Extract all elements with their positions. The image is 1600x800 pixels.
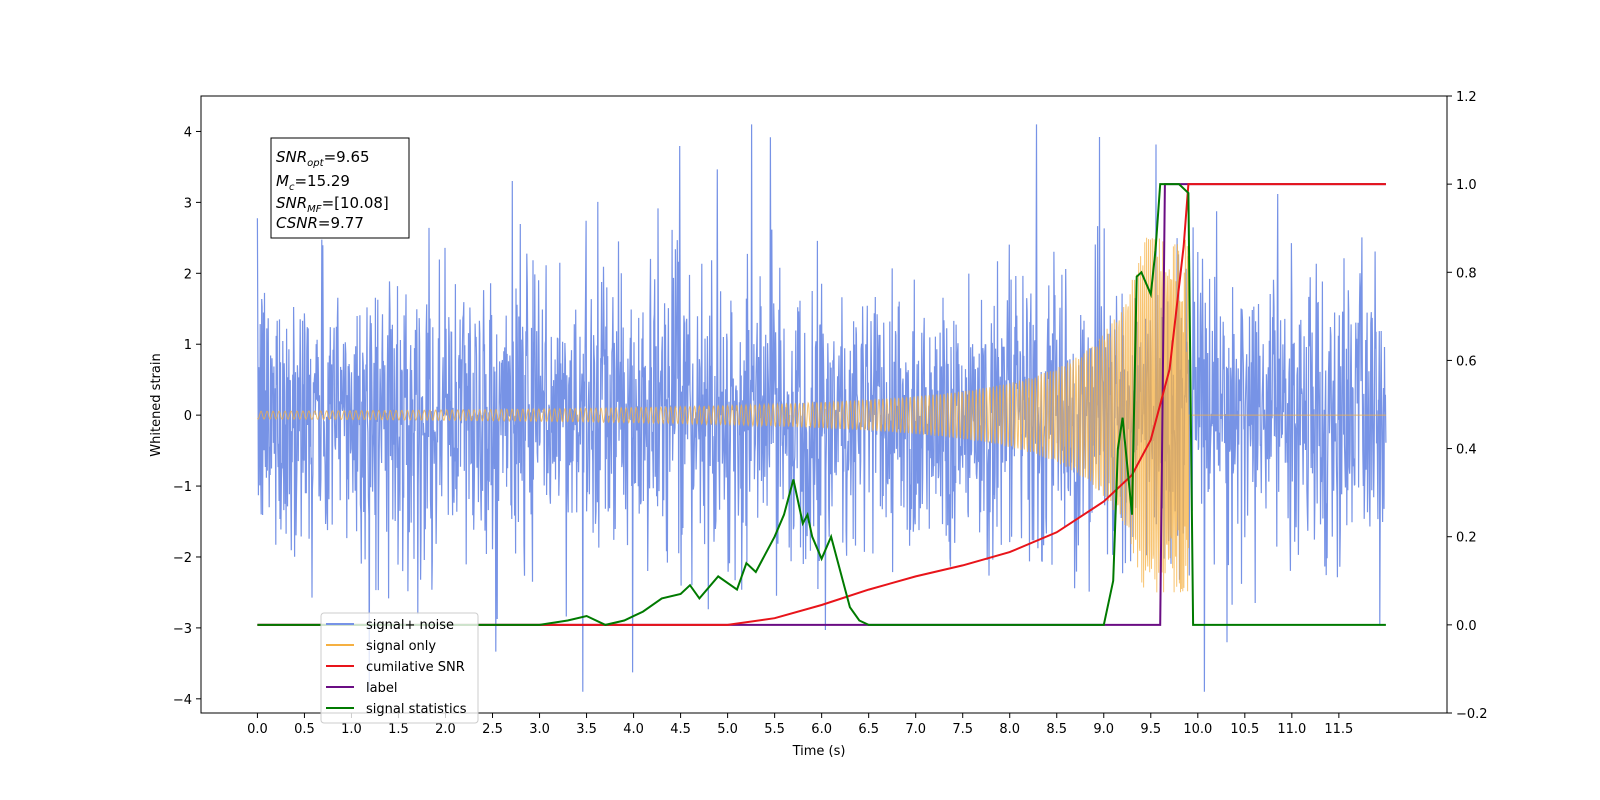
y2-tick-label: 0.4 [1456, 443, 1477, 458]
x-tick-label: 10.5 [1230, 722, 1259, 737]
x-axis: 0.0 0.5 1.0 1.5 2.0 2.5 3.0 3.5 4.0 4.5 5.0 5.5 6.0 6… [247, 713, 1353, 737]
y2-tick-label: 0.6 [1456, 354, 1477, 369]
x-tick-label: 1.0 [341, 722, 362, 737]
y-tick-label: 1 [184, 338, 192, 353]
x-tick-label: 4.0 [623, 722, 644, 737]
y-axis-left: −4 −3 −2 −1 0 1 2 3 4 [173, 125, 201, 708]
y-tick-label: −2 [173, 551, 192, 566]
annotation-snr-opt: SNRopt=9.65 [276, 148, 370, 169]
x-tick-label: 2.0 [435, 722, 456, 737]
y2-tick-label: 1.2 [1456, 90, 1477, 105]
legend-label: signal only [366, 639, 436, 654]
legend: signal+ noise signal only cumilative SNR la… [320, 612, 479, 724]
y-axis-right: −0.2 0.0 0.2 0.4 0.6 0.8 1.0 1.2 [1447, 90, 1488, 722]
series-cumulative-snr [257, 183, 1386, 626]
y2-tick-label: 0.2 [1456, 531, 1477, 546]
x-tick-label: 7.0 [905, 722, 926, 737]
y-tick-label: −3 [173, 622, 192, 637]
y-tick-label: 3 [184, 196, 192, 211]
x-tick-label: 8.0 [999, 722, 1020, 737]
y2-tick-label: 1.0 [1456, 178, 1477, 193]
y-tick-label: −4 [173, 693, 192, 708]
y-tick-label: 4 [184, 125, 192, 140]
x-tick-label: 5.5 [764, 722, 785, 737]
annotation-frame [270, 137, 410, 239]
x-tick-label: 2.5 [482, 722, 503, 737]
x-tick-label: 3.5 [576, 722, 597, 737]
y-axis-title: Whitened strain [149, 353, 164, 456]
x-tick-label: 0.5 [294, 722, 315, 737]
y2-tick-label: 0.8 [1456, 266, 1477, 281]
legend-label: cumilative SNR [366, 660, 465, 675]
x-tick-label: 11.0 [1277, 722, 1306, 737]
series-signal-only [256, 237, 1386, 593]
y2-tick-label: 0.0 [1456, 619, 1477, 634]
legend-label: label [366, 681, 397, 696]
x-tick-label: 11.5 [1324, 722, 1353, 737]
x-tick-label: 9.5 [1140, 722, 1161, 737]
series-signal-noise [256, 124, 1387, 692]
annotation-chirp-mass: Mc=15.29 [276, 172, 350, 193]
x-tick-label: 6.5 [858, 722, 879, 737]
x-tick-label: 8.5 [1046, 722, 1067, 737]
x-axis-title: Time (s) [792, 744, 846, 759]
annotation-csnr: CSNR=9.77 [276, 214, 364, 232]
x-tick-label: 6.0 [811, 722, 832, 737]
y-tick-label: 0 [184, 409, 192, 424]
annotation-snr-mf: SNRMF=[10.08] [276, 194, 389, 215]
x-tick-label: 3.0 [529, 722, 550, 737]
legend-label: signal statistics [366, 702, 467, 717]
x-tick-label: 10.0 [1183, 722, 1212, 737]
legend-frame [320, 612, 479, 724]
x-tick-label: 4.5 [670, 722, 691, 737]
x-tick-label: 9.0 [1093, 722, 1114, 737]
stats-annotation-box: SNRopt=9.65 Mc=15.29 SNRMF=[10.08] CSNR=… [270, 137, 410, 239]
y-tick-label: 2 [184, 267, 192, 282]
x-tick-label: 1.5 [388, 722, 409, 737]
y2-tick-label: −0.2 [1456, 707, 1488, 722]
plot-frame [200, 95, 1448, 714]
x-tick-label: 5.0 [717, 722, 738, 737]
series-signal-statistics [257, 183, 1386, 626]
series-layer [256, 124, 1387, 692]
x-tick-label: 0.0 [247, 722, 268, 737]
y-tick-label: −1 [173, 480, 192, 495]
x-tick-label: 7.5 [952, 722, 973, 737]
legend-label: signal+ noise [366, 618, 454, 633]
